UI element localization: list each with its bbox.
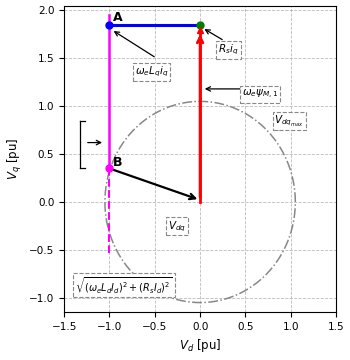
Text: $R_s i_q$: $R_s i_q$ <box>218 43 239 57</box>
Text: B: B <box>113 156 122 168</box>
Text: $\sqrt{(\omega_e L_d I_d)^2+(R_s I_d)^2}$: $\sqrt{(\omega_e L_d I_d)^2+(R_s I_d)^2}… <box>75 275 173 295</box>
Y-axis label: $V_q$ [pu]: $V_q$ [pu] <box>6 138 23 180</box>
Text: $V_{dq_{max}}$: $V_{dq_{max}}$ <box>274 113 304 129</box>
Text: $V_{dq}$: $V_{dq}$ <box>168 219 187 234</box>
Text: $\omega_e L_q i_q$: $\omega_e L_q i_q$ <box>135 65 168 79</box>
Text: A: A <box>113 11 123 24</box>
Text: $\omega_e \psi_{M,1}$: $\omega_e \psi_{M,1}$ <box>242 88 278 102</box>
X-axis label: $V_d$ [pu]: $V_d$ [pu] <box>179 337 221 355</box>
